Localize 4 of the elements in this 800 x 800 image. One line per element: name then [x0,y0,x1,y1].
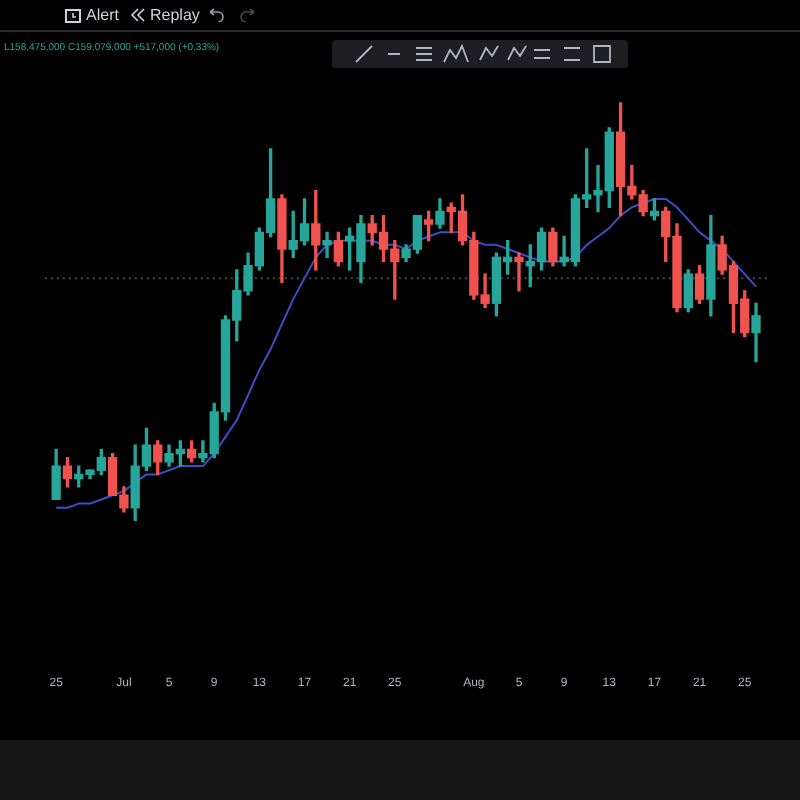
text: Replay [150,6,200,24]
text: Alert [86,6,119,24]
candlestick [514,252,524,292]
candlestick [322,231,332,259]
